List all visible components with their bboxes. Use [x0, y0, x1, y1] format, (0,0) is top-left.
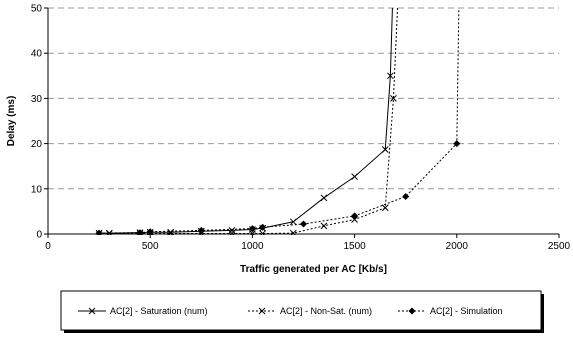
legend-label: AC[2] - Saturation (num)	[110, 306, 208, 316]
data-point	[136, 229, 144, 235]
data-point	[228, 230, 236, 235]
y-tick-label: 10	[31, 184, 43, 195]
x-axis-title: Traffic generated per AC [Kb/s]	[240, 264, 387, 275]
series-3	[95, 7, 461, 235]
data-point	[289, 229, 297, 235]
data-point	[95, 229, 103, 235]
legend-item-1: AC[2] - Saturation (num)	[78, 306, 208, 316]
x-tick-label: 1000	[241, 241, 264, 252]
axes	[47, 8, 559, 235]
data-point	[259, 223, 267, 231]
gridlines	[44, 7, 560, 238]
data-point	[351, 216, 358, 223]
series-2	[95, 7, 399, 235]
y-tick-label: 0	[36, 230, 42, 241]
data-point	[351, 173, 358, 180]
data-point	[351, 212, 359, 220]
data-point	[146, 228, 154, 235]
data-point	[390, 95, 397, 102]
legend-swatch-marker	[88, 307, 96, 315]
legend-box	[60, 290, 542, 331]
y-tick-label: 40	[31, 49, 43, 60]
x-tick-label: 500	[142, 241, 159, 252]
x-tick-label: 2500	[548, 241, 571, 252]
legend-swatch-marker	[408, 307, 416, 315]
data-point	[320, 222, 328, 230]
data-point	[105, 230, 113, 235]
data-point	[387, 72, 394, 80]
y-tick-label: 50	[31, 4, 43, 15]
data-point	[248, 225, 256, 233]
legend-item-2: AC[2] - Non-Sat. (num)	[248, 306, 372, 316]
data-point	[402, 192, 410, 200]
series-1	[95, 7, 394, 235]
x-tick-label: 2000	[446, 241, 469, 252]
y-tick-label: 30	[31, 94, 43, 105]
legend-swatch-marker	[258, 307, 266, 315]
data-point	[259, 230, 266, 235]
data-point	[249, 230, 256, 235]
data-point	[197, 226, 205, 234]
x-tick-labels: 0 500 1000 1500 2000 2500	[45, 241, 570, 252]
x-tick-label: 0	[45, 241, 51, 252]
series-line-1	[99, 7, 393, 234]
legend-label: AC[2] - Simulation	[430, 306, 503, 316]
data-point	[228, 227, 236, 234]
x-tick-label: 1500	[343, 241, 366, 252]
data-point	[453, 140, 461, 148]
y-tick-label: 20	[31, 139, 43, 150]
series-group	[95, 7, 461, 235]
legend-label: AC[2] - Non-Sat. (num)	[280, 306, 372, 316]
legend-item-3: AC[2] - Simulation	[398, 306, 503, 316]
data-point	[381, 146, 389, 153]
series-line-3	[99, 7, 460, 234]
data-point	[320, 194, 328, 202]
y-axis-title: Delay (ms)	[6, 96, 17, 147]
legend: AC[2] - Saturation (num) AC[2] - Non-Sat.…	[60, 290, 544, 333]
data-point	[381, 204, 389, 212]
data-point	[289, 218, 297, 226]
series-line-2	[99, 7, 399, 235]
data-point	[300, 220, 307, 228]
y-tick-labels: 0 10 20 30 40 50	[31, 4, 43, 241]
data-point	[167, 228, 174, 235]
